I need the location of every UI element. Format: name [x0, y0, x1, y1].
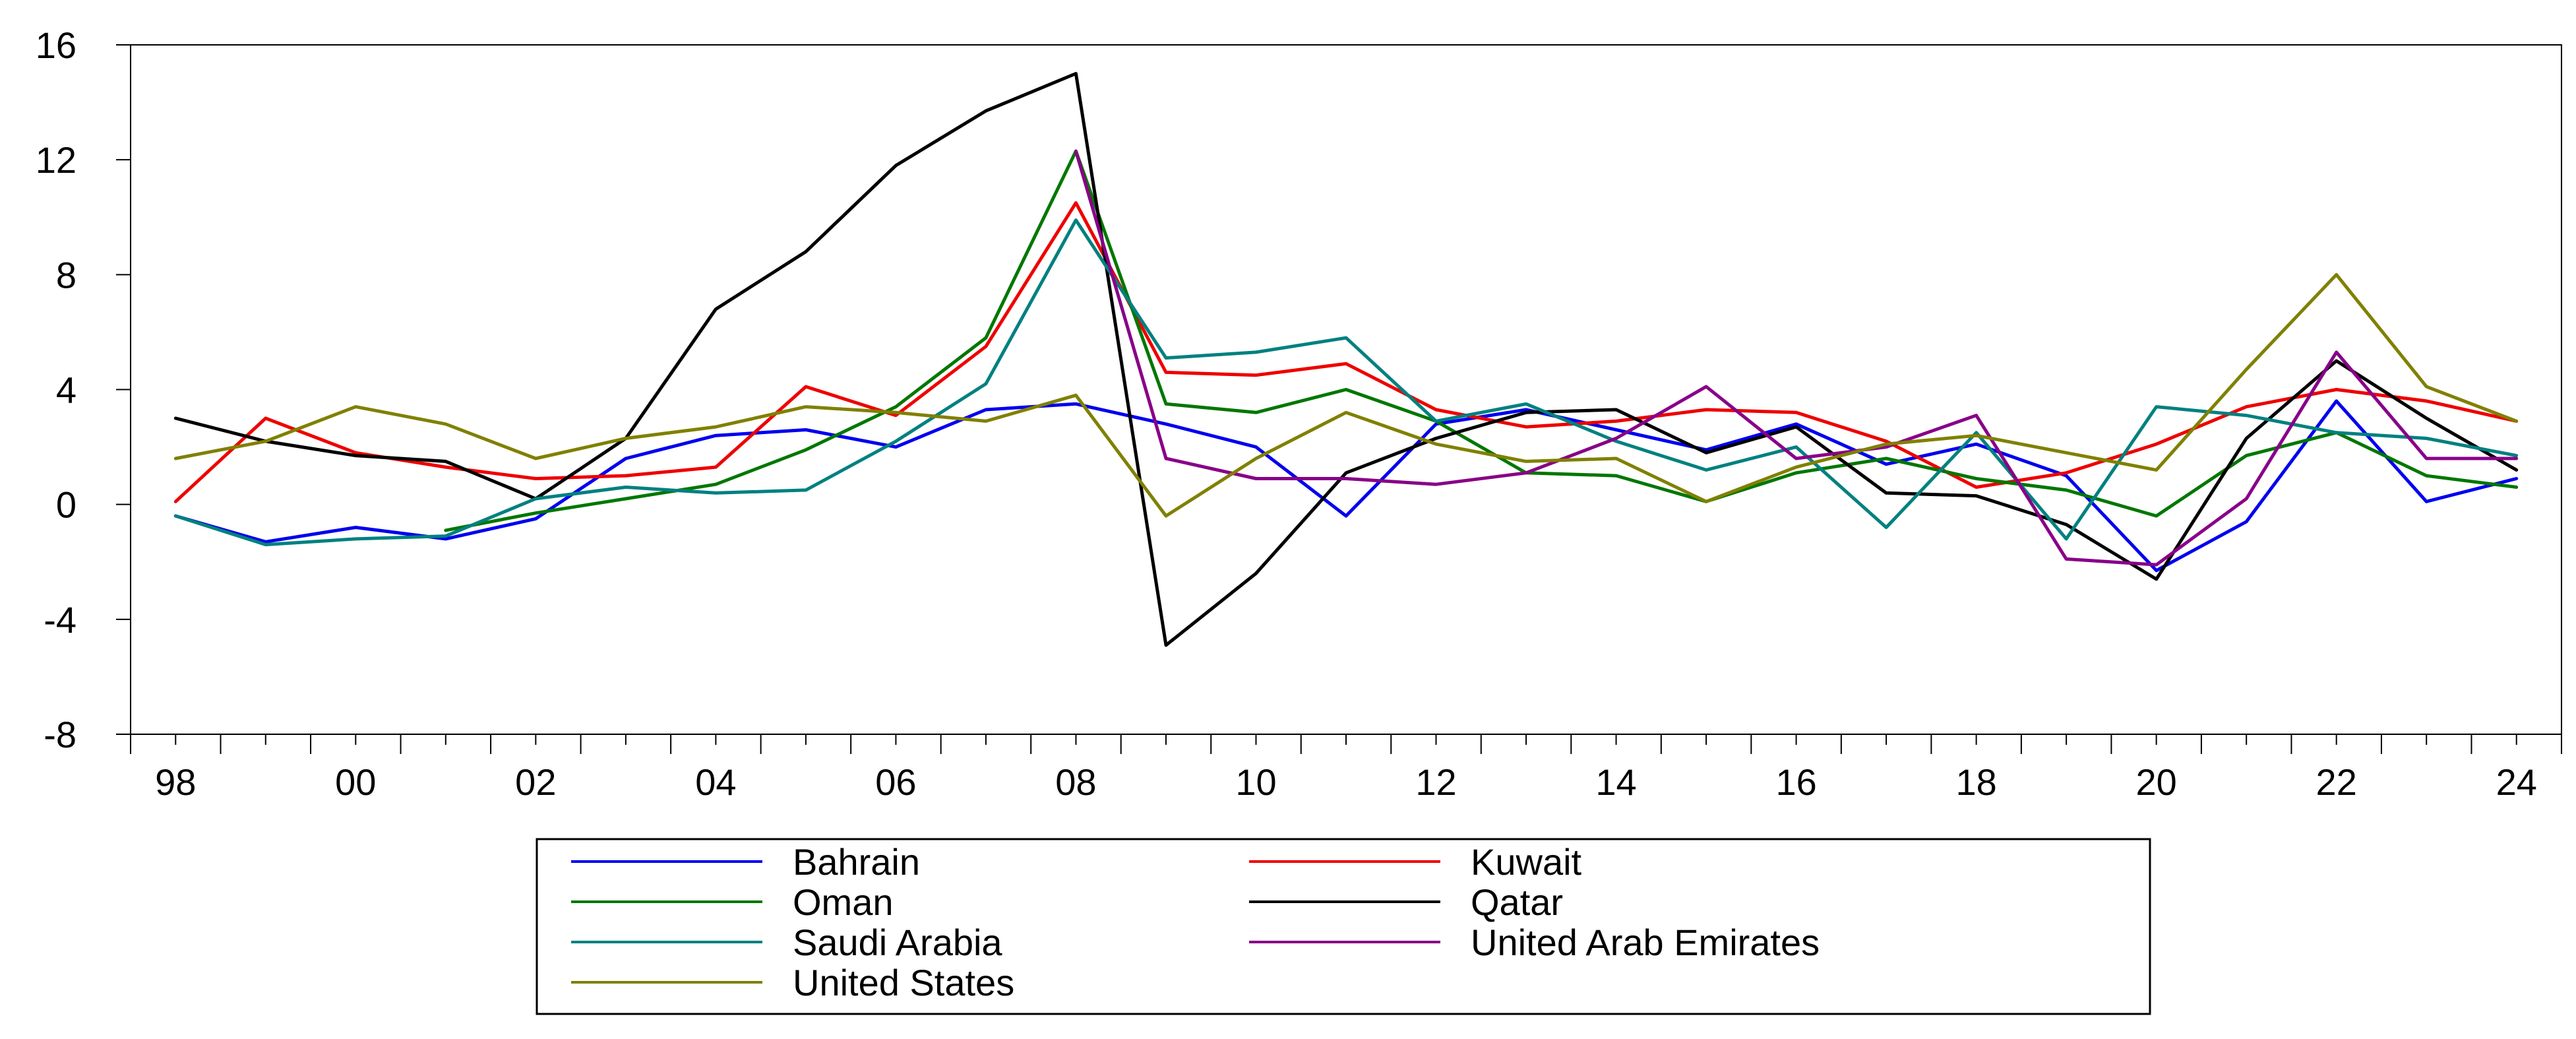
legend-label-oman: Oman: [793, 881, 894, 923]
x-tick-label: 08: [1055, 761, 1096, 803]
legend-label-kuwait: Kuwait: [1471, 841, 1582, 883]
y-tick-label: 0: [56, 484, 77, 526]
series-line-bahrain: [173, 399, 2519, 573]
x-tick-label: 24: [2496, 761, 2537, 803]
x-tick-label: 00: [335, 761, 376, 803]
x-tick-label: 06: [875, 761, 916, 803]
series-lines: [173, 72, 2519, 647]
y-tick-label: 8: [56, 254, 77, 296]
x-tick-label: 04: [695, 761, 736, 803]
series-line-united-arab-emirates: [1074, 149, 2519, 567]
x-tick-label: 20: [2136, 761, 2177, 803]
x-tick-label: 12: [1415, 761, 1456, 803]
legend-label-united-arab-emirates: United Arab Emirates: [1471, 922, 1820, 963]
x-tick-label: 22: [2316, 761, 2357, 803]
legend-label-qatar: Qatar: [1471, 881, 1563, 923]
series-line-saudi-arabia: [173, 218, 2519, 547]
x-tick-label: 98: [155, 761, 196, 803]
x-tick-label: 18: [1955, 761, 1996, 803]
y-tick-label: 12: [36, 139, 77, 181]
y-tick-label: -8: [44, 714, 77, 755]
legend-label-saudi-arabia: Saudi Arabia: [793, 922, 1002, 963]
series-line-united-states: [173, 272, 2519, 518]
series-line-qatar: [173, 72, 2519, 647]
legend-label-united-states: United States: [793, 962, 1014, 1003]
y-tick-label: -4: [44, 599, 77, 641]
x-tick-label: 02: [515, 761, 556, 803]
x-tick-label: 14: [1595, 761, 1636, 803]
y-tick-label: 16: [36, 24, 77, 66]
y-tick-label: 4: [56, 369, 77, 411]
legend-label-bahrain: Bahrain: [793, 841, 920, 883]
x-tick-label: 16: [1775, 761, 1816, 803]
legend-box: [536, 838, 2151, 1015]
x-tick-label: 10: [1235, 761, 1276, 803]
series-line-oman: [444, 149, 2519, 532]
